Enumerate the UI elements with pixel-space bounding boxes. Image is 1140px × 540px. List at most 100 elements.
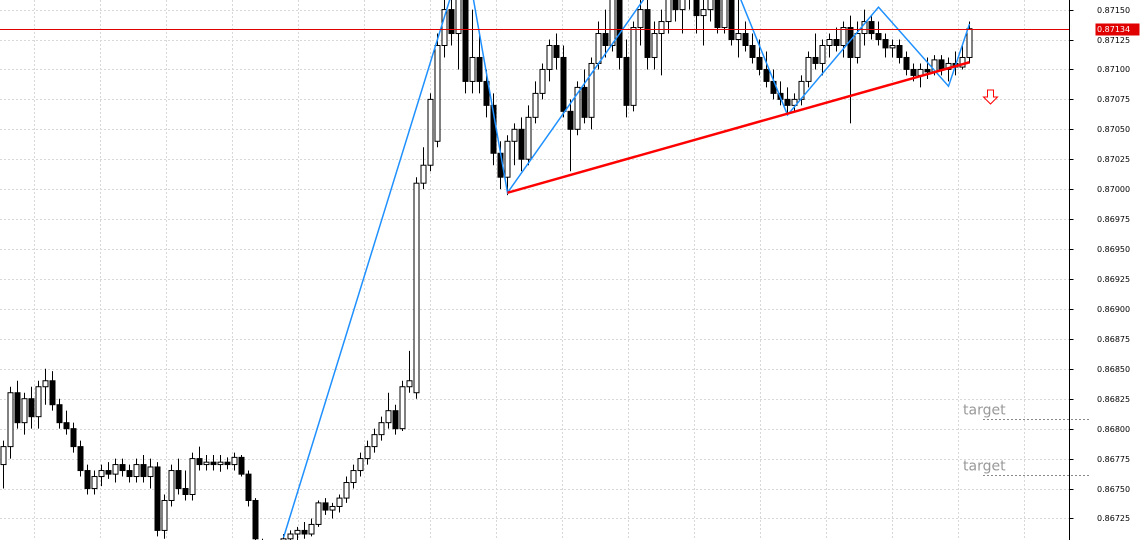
candle-body — [189, 458, 196, 496]
candle-body — [392, 410, 399, 430]
candle-body — [546, 44, 553, 70]
candle-body — [308, 523, 315, 535]
candle-body — [378, 422, 385, 436]
candle-body — [518, 128, 525, 160]
candle-body — [343, 482, 350, 499]
candle-body — [616, 0, 623, 58]
y-tick-label: 0.86875 — [1097, 335, 1130, 344]
candle-body — [42, 380, 49, 388]
candle-body — [70, 428, 77, 448]
candle-body — [126, 470, 133, 478]
candle-body — [77, 446, 84, 472]
candle-body — [581, 86, 588, 118]
candle-body — [469, 56, 476, 82]
zigzag-line — [282, 0, 971, 538]
candle-body — [245, 473, 252, 501]
candle-body — [763, 68, 770, 82]
y-tick-label: 0.87100 — [1097, 65, 1130, 74]
candle-body — [350, 470, 357, 484]
y-tick-label: 0.87050 — [1097, 125, 1130, 134]
candle-body — [868, 21, 875, 35]
candle-body — [371, 434, 378, 448]
candle-body — [63, 422, 70, 430]
candle-body — [133, 464, 140, 478]
y-tick-label: 0.87025 — [1097, 155, 1130, 164]
candle-body — [98, 470, 105, 478]
candle-body — [938, 59, 945, 70]
target-label: target — [963, 459, 1006, 475]
grid — [0, 0, 1070, 540]
y-tick-label: 0.86850 — [1097, 365, 1130, 374]
candle-body — [168, 470, 175, 501]
candle-body — [413, 182, 420, 394]
candle-body — [840, 27, 847, 46]
current-price-label: 0.87134 — [1097, 25, 1130, 34]
candle-body — [665, 0, 672, 23]
candle-body — [476, 56, 483, 82]
candle-body — [329, 505, 336, 511]
candle-body — [217, 461, 224, 466]
candle-body — [728, 0, 735, 41]
candle-body — [112, 464, 119, 475]
y-tick-label: 0.86900 — [1097, 305, 1130, 314]
candle-body — [28, 398, 35, 418]
candle-body — [819, 44, 826, 64]
candle-body — [21, 398, 28, 424]
candle-body — [707, 0, 714, 11]
candle-body — [427, 98, 434, 166]
candle-body — [679, 0, 686, 11]
candle-body — [462, 0, 469, 82]
y-tick-label: 0.86800 — [1097, 425, 1130, 434]
y-tick-label: 0.86775 — [1097, 455, 1130, 464]
candle-body — [210, 461, 217, 466]
candle-body — [147, 466, 154, 478]
candle-body — [287, 533, 294, 540]
candle-body — [672, 0, 679, 11]
candle-body — [595, 33, 602, 64]
candle-body — [791, 98, 798, 106]
candle-body — [224, 461, 231, 466]
candle-body — [889, 44, 896, 49]
candle-body — [336, 497, 343, 507]
candle-body — [721, 0, 728, 29]
candle-body — [434, 44, 441, 142]
candle-body — [322, 502, 329, 511]
candle-body — [301, 529, 308, 535]
y-tick-label: 0.87150 — [1097, 6, 1130, 15]
y-tick-label: 0.87075 — [1097, 95, 1130, 104]
candle-body — [630, 27, 637, 106]
candle-body — [91, 476, 98, 490]
target-label: target — [963, 403, 1006, 419]
candle-body — [49, 380, 56, 406]
y-tick-label: 0.86925 — [1097, 275, 1130, 284]
candle-body — [294, 529, 301, 535]
candle-body — [252, 499, 259, 540]
candle-body — [966, 28, 973, 58]
candle-body — [637, 9, 644, 29]
candle-body — [805, 56, 812, 82]
candle-body — [826, 39, 833, 46]
candle-body — [84, 470, 91, 490]
candle-body — [154, 466, 161, 531]
candle-body — [539, 68, 546, 94]
candle-body — [756, 56, 763, 70]
candle-body — [588, 62, 595, 118]
plot-area — [0, 0, 1069, 540]
candle-body — [238, 456, 245, 475]
y-tick-label: 0.86975 — [1097, 215, 1130, 224]
candle-body — [315, 502, 322, 525]
candle-body — [735, 33, 742, 41]
candle-body — [812, 56, 819, 64]
candle-body — [182, 488, 189, 496]
y-axis-labels: 0.87150 0.87125 0.87100 0.87075 0.87050 0.870… — [1069, 6, 1140, 523]
candle-body — [504, 140, 511, 178]
candle-body — [903, 56, 910, 70]
candle-body — [105, 470, 112, 475]
candle-body — [525, 116, 532, 160]
candle-body — [231, 456, 238, 466]
candle-body — [651, 33, 658, 58]
candle-body — [567, 110, 574, 130]
candle-body — [700, 9, 707, 17]
candle-body — [357, 458, 364, 472]
candle-body — [511, 128, 518, 142]
